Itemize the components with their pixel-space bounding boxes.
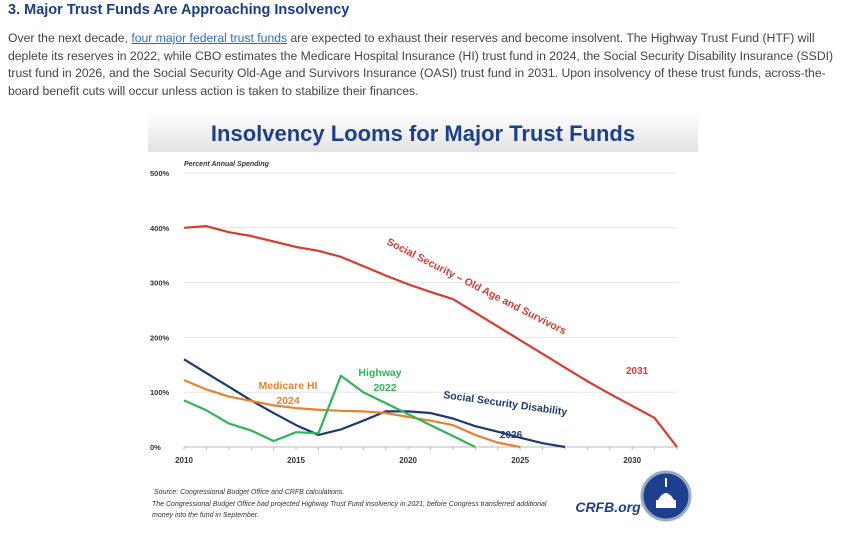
x-tick-label: 2010 xyxy=(175,456,193,465)
x-tick-label: 2020 xyxy=(399,456,417,465)
chart-title: Insolvency Looms for Major Trust Funds xyxy=(211,121,635,146)
y-axis-label: Percent Annual Spending xyxy=(184,161,270,168)
capitol-seal-icon xyxy=(640,470,692,522)
y-tick-label: 100% xyxy=(150,388,170,397)
crfb-logo-text: CRFB.org xyxy=(575,499,641,515)
text: are expected to exhaust their reserves a… xyxy=(8,31,834,98)
label-highway-year: 2022 xyxy=(373,382,397,394)
y-tick-label: 400% xyxy=(150,224,170,233)
x-tick-label: 2030 xyxy=(623,456,641,465)
label-highway: Highway xyxy=(358,367,401,379)
series-line-social-security-disability xyxy=(183,358,566,449)
label-hi-year: 2024 xyxy=(276,395,300,407)
article-paragraph: Over the next decade, four major federal… xyxy=(8,30,838,100)
label-ssdi-year: 2026 xyxy=(500,430,523,441)
x-tick-label: 2025 xyxy=(511,456,529,465)
x-tick-label: 2015 xyxy=(287,456,305,465)
series-line-medicare-hi xyxy=(183,379,521,449)
trust-funds-link[interactable]: four major federal trust funds xyxy=(131,31,288,45)
series-line-social-security-old-age-and-survivors xyxy=(183,225,678,448)
title-band xyxy=(148,112,698,152)
label-oasi-year: 2031 xyxy=(626,366,649,377)
footnote: The Congressional Budget Office had proj… xyxy=(152,501,547,519)
label-ssdi: Social Security Disability xyxy=(443,389,568,418)
section-heading: 3. Major Trust Funds Are Approaching Ins… xyxy=(8,2,350,18)
text: Over the next decade, xyxy=(8,31,132,45)
label-hi: Medicare HI xyxy=(259,380,318,392)
y-tick-label: 200% xyxy=(150,333,170,342)
series-line-highway xyxy=(183,374,476,448)
y-tick-label: 500% xyxy=(150,169,170,178)
chart-image: Insolvency Looms for Major Trust Funds P… xyxy=(148,112,698,530)
y-tick-label: 300% xyxy=(150,279,170,288)
y-tick-label: 0% xyxy=(150,443,161,452)
source-note: Source: Congressional Budget Office and … xyxy=(154,489,344,496)
